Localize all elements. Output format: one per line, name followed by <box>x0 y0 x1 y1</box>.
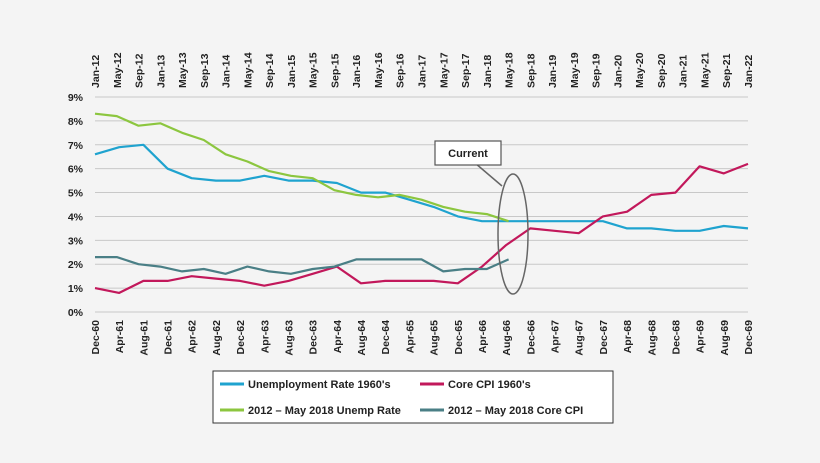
top-x-tick-label: Jan-22 <box>743 55 755 88</box>
bottom-x-tick-label: Apr-66 <box>477 320 489 353</box>
current-callout-text: Current <box>448 148 488 160</box>
top-x-tick-label: May-20 <box>634 52 646 88</box>
top-x-tick-label: May-12 <box>112 52 124 88</box>
bottom-x-tick-label: Aug-61 <box>138 320 150 356</box>
bottom-x-tick-label: Aug-67 <box>574 320 586 356</box>
top-x-tick-label: Sep-20 <box>656 53 668 88</box>
bottom-x-tick-label: Dec-67 <box>598 320 610 355</box>
top-x-tick-label: May-15 <box>308 52 320 88</box>
unemp-rate-2012-2018-line <box>94 112 509 223</box>
bottom-x-tick-label: Apr-63 <box>259 320 271 353</box>
bottom-x-tick-label: Dec-64 <box>380 320 392 355</box>
y-tick-label: 4% <box>68 211 84 223</box>
current-ellipse <box>497 173 529 295</box>
bottom-x-tick-label: Apr-62 <box>187 320 199 353</box>
current-callout-line <box>474 162 503 187</box>
top-x-tick-label: May-16 <box>373 52 385 88</box>
top-x-tick-label: Sep-15 <box>329 53 341 88</box>
y-tick-label: 8% <box>68 116 84 128</box>
y-tick-label: 6% <box>68 164 84 176</box>
bottom-x-tick-label: Aug-65 <box>429 320 441 356</box>
bottom-x-tick-label: Apr-68 <box>622 320 634 353</box>
current-annotation: Current <box>434 140 529 295</box>
top-x-tick-label: Jan-15 <box>286 55 298 88</box>
bottom-x-tick-label: Apr-61 <box>114 320 126 353</box>
current-callout-box <box>434 140 502 166</box>
top-x-tick-label: May-18 <box>504 52 516 88</box>
core-cpi-2012-2018-line <box>95 256 510 275</box>
top-x-tick-label: Sep-14 <box>264 53 276 88</box>
bottom-x-tick-label: Dec-66 <box>525 320 537 355</box>
top-x-tick-label: Jan-13 <box>155 55 167 88</box>
legend-label-unemp-2012-2018: 2012 – May 2018 Unemp Rate <box>248 405 401 417</box>
core-cpi-1960s-line <box>94 162 749 294</box>
top-x-tick-label: May-17 <box>438 52 450 88</box>
bottom-x-tick-label: Apr-65 <box>404 320 416 353</box>
top-x-tick-label: Sep-16 <box>395 53 407 88</box>
top-x-tick-label: May-19 <box>569 52 581 88</box>
legend-box <box>212 370 614 424</box>
bottom-x-tick-label: Aug-69 <box>719 320 731 356</box>
bottom-x-tick-label: Dec-63 <box>308 320 320 355</box>
top-x-tick-label: Sep-17 <box>460 53 472 88</box>
y-tick-label: 7% <box>68 140 84 152</box>
top-x-tick-label: May-13 <box>177 52 189 88</box>
y-tick-label: 2% <box>68 259 84 271</box>
bottom-x-tick-label: Apr-64 <box>332 320 344 353</box>
gridlines <box>95 96 748 313</box>
bottom-x-tick-label: Apr-67 <box>550 320 562 353</box>
top-x-tick-label: May-21 <box>699 52 711 88</box>
top-x-axis-tick-labels: Jan-12 May-12 Sep-12 Jan-13 May-13 Sep-13 Jan-… <box>90 52 755 88</box>
bottom-x-tick-label: Apr-69 <box>695 320 707 353</box>
bottom-x-tick-label: Aug-62 <box>211 320 223 356</box>
bottom-x-tick-label: Dec-69 <box>743 320 755 355</box>
y-tick-label: 3% <box>68 235 84 247</box>
top-x-tick-label: Sep-12 <box>134 53 146 88</box>
top-x-tick-label: Jan-14 <box>221 55 233 88</box>
y-tick-label: 1% <box>68 283 84 295</box>
legend-label-core-cpi-1960s: Core CPI 1960's <box>448 379 531 391</box>
bottom-x-tick-label: Dec-61 <box>163 320 175 355</box>
legend-label-core-cpi-2012-2018: 2012 – May 2018 Core CPI <box>448 405 583 417</box>
top-x-tick-label: Sep-13 <box>199 53 211 88</box>
legend-label-unemployment-1960s: Unemployment Rate 1960's <box>248 379 391 391</box>
top-x-tick-label: Jan-21 <box>678 55 690 88</box>
y-axis-tick-labels: 0% 1% 2% 3% 4% 5% 6% 7% 8% 9% <box>68 92 84 319</box>
top-x-tick-label: Jan-16 <box>351 55 363 88</box>
y-tick-label: 9% <box>68 92 84 104</box>
bottom-x-tick-label: Dec-62 <box>235 320 247 355</box>
series-lines <box>94 112 749 294</box>
top-x-tick-label: Sep-21 <box>721 53 733 88</box>
legend: Unemployment Rate 1960's Core CPI 1960's… <box>212 370 614 424</box>
bottom-x-tick-label: Aug-68 <box>646 320 658 356</box>
bottom-x-tick-label: Aug-66 <box>501 320 513 356</box>
top-x-tick-label: Jan-18 <box>482 55 494 88</box>
bottom-x-tick-label: Dec-68 <box>670 320 682 355</box>
bottom-x-tick-label: Aug-64 <box>356 320 368 356</box>
bottom-x-tick-label: Dec-65 <box>453 320 465 355</box>
top-x-tick-label: Jan-17 <box>417 55 429 88</box>
top-x-tick-label: Jan-12 <box>90 55 102 88</box>
y-tick-label: 5% <box>68 188 84 200</box>
top-x-tick-label: Jan-19 <box>547 55 559 88</box>
y-tick-label: 0% <box>68 307 84 319</box>
bottom-x-tick-label: Aug-63 <box>283 320 295 356</box>
bottom-x-axis-tick-labels: Dec-60 Apr-61 Aug-61 Dec-61 Apr-62 Aug-62 Dec-… <box>90 320 755 356</box>
top-x-tick-label: Jan-20 <box>612 55 624 88</box>
bottom-x-tick-label: Dec-60 <box>90 320 102 355</box>
top-x-tick-label: May-14 <box>242 52 254 88</box>
top-x-tick-label: Sep-18 <box>525 53 537 88</box>
top-x-tick-label: Sep-19 <box>591 53 603 88</box>
unemployment-rate-1960s-line <box>94 143 749 232</box>
